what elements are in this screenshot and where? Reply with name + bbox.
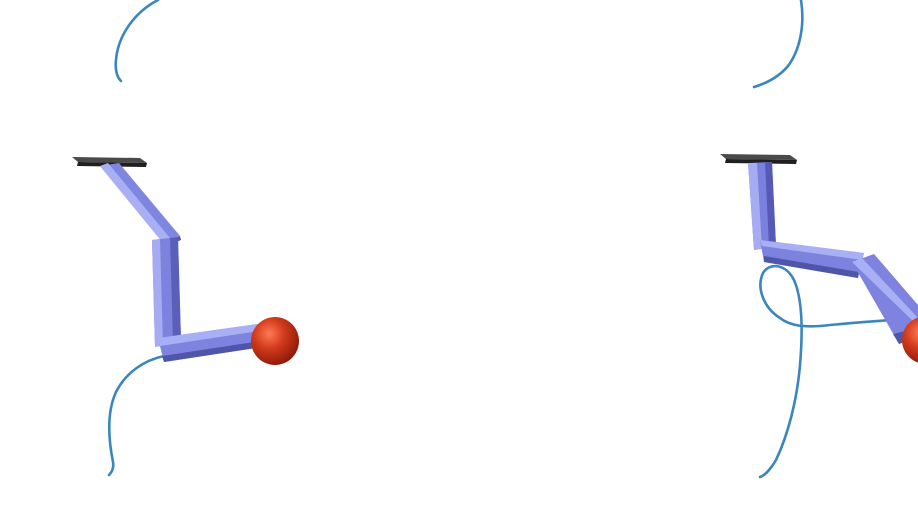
left-trajectory-upper	[114, 0, 160, 83]
right-end-effector-ball	[902, 317, 918, 363]
left-arm-panel	[72, 0, 299, 477]
left-link-1	[100, 163, 181, 247]
right-link-2	[760, 240, 864, 278]
right-arm-panel	[720, 0, 918, 479]
left-link-3	[158, 324, 262, 362]
left-trajectory-lower	[107, 354, 166, 477]
left-link-2	[152, 237, 181, 347]
right-base-plate	[720, 154, 797, 164]
right-trajectory-upper	[752, 0, 804, 89]
left-end-effector-ball	[251, 317, 299, 365]
right-trajectory-lower	[758, 264, 918, 479]
right-link-1	[748, 162, 776, 250]
